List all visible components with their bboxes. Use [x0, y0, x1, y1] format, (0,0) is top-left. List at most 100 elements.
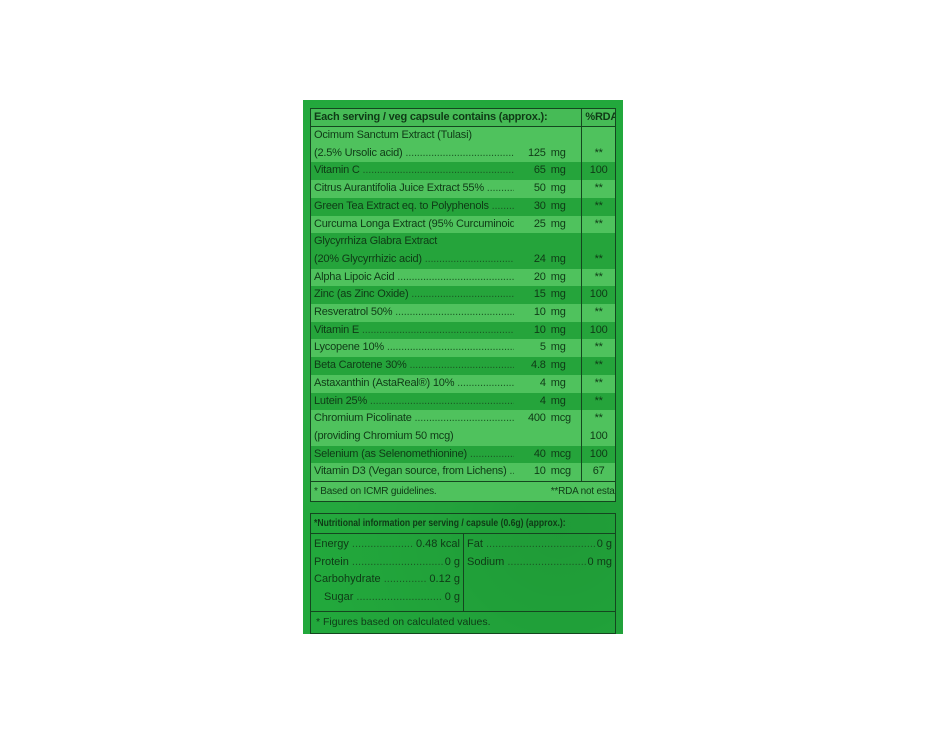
ingredient-amount: 10	[533, 323, 546, 336]
ingredient-rda: 100	[581, 321, 615, 340]
nutrient-name: Fat	[467, 538, 483, 550]
supplement-label: Each serving / veg capsule contains (app…	[303, 100, 623, 634]
ingredient-unit: mg	[550, 182, 566, 195]
ingredient-name: (2.5% Ursolic acid)	[314, 146, 403, 159]
ingredient-row: Citrus Aurantifolia Juice Extract 55% ..…	[311, 180, 615, 198]
ingredient-name: Selenium (as Selenomethionine)	[314, 447, 467, 460]
leader-dots: ....................................	[383, 573, 428, 585]
leader-dots: ........................................…	[359, 323, 514, 336]
leader-dots: ........................................…	[405, 146, 514, 159]
nutrition-header: *Nutritional information per serving / c…	[314, 517, 566, 529]
ingredient-name: Green Tea Extract eq. to Polyphenols	[314, 199, 489, 212]
ingredient-amount: 400	[527, 412, 546, 425]
nutrient-value: 0 mg	[587, 555, 612, 568]
ingredient-unit: mg	[550, 306, 566, 319]
ingredient-amount: 10	[533, 306, 546, 319]
ingredient-rda	[581, 126, 615, 145]
ingredient-unit: mg	[550, 341, 566, 354]
ingredient-row: Resveratrol 50% ........................…	[311, 304, 615, 322]
ingredient-name: Chromium Picolinate	[314, 412, 412, 425]
ingredient-rda: 100	[581, 445, 615, 464]
ingredient-name: (providing Chromium 50 mcg)	[314, 429, 454, 442]
ingredient-name: Lutein 25%	[314, 394, 368, 407]
leader-dots: ....................................	[482, 538, 595, 550]
ingredient-amount: 4.8	[531, 359, 546, 372]
ingredient-unit	[548, 233, 582, 251]
ingredient-unit: mg	[550, 359, 566, 372]
ingredient-row: Vitamin C ..............................…	[311, 162, 615, 181]
leader-dots: ........................................…	[369, 394, 514, 407]
ingredient-row: Astaxanthin (AstaReal®) 10% ............…	[311, 374, 615, 393]
leader-dots: ........................................…	[457, 376, 514, 389]
ingredient-unit: mg	[550, 252, 566, 265]
ingredient-name: Lycopene 10%	[314, 341, 384, 354]
nutrition-row: Protein ................................…	[314, 554, 460, 572]
leader-dots: ....................................	[351, 538, 414, 550]
ingredient-row: Chromium Picolinate ....................…	[311, 410, 615, 428]
composition-footnote-row: * Based on ICMR guidelines. **RDA not est…	[311, 481, 615, 502]
ingredient-unit: mcg	[550, 412, 571, 425]
nutrient-name: Sugar	[324, 590, 354, 603]
ingredient-unit: mcg	[550, 465, 571, 478]
ingredient-unit: mg	[550, 323, 566, 336]
nutrient-value: 0.12 g	[429, 573, 460, 585]
ingredient-rda: **	[581, 268, 615, 287]
ingredient-amount: 24	[533, 252, 546, 265]
nutrient-name: Sodium	[467, 555, 505, 568]
ingredient-row: (2.5% Ursolic acid) ....................…	[311, 144, 615, 163]
nutrient-value: 0 g	[596, 538, 612, 550]
nutrition-row: Sodium .................................…	[467, 554, 612, 572]
ingredient-unit: mg	[550, 270, 566, 283]
ingredient-unit: mg	[550, 394, 566, 407]
ingredient-unit: mg	[550, 199, 566, 212]
ingredient-unit	[548, 428, 582, 446]
ingredient-unit: mg	[550, 376, 566, 389]
nutrition-footnote: * Figures based on calculated values.	[316, 616, 491, 628]
ingredient-unit: mg	[550, 217, 566, 230]
ingredient-row: (20% Glycyrrhizic acid) ................…	[311, 250, 615, 269]
ingredient-row: Zinc (as Zinc Oxide) ...................…	[311, 286, 615, 305]
ingredient-rda: **	[581, 215, 615, 234]
composition-header: Each serving / veg capsule contains (app…	[311, 109, 582, 127]
ingredient-amount: 40	[533, 447, 546, 460]
ingredient-name: Curcuma Longa Extract (95% Curcuminoids)	[314, 217, 514, 230]
ingredient-unit: mcg	[550, 447, 571, 460]
leader-dots: ........................................…	[397, 270, 513, 283]
leader-dots: ........................................…	[424, 252, 514, 265]
ingredient-row: Glycyrrhiza Glabra Extract	[311, 233, 615, 251]
nutrition-row: Carbohydrate ...........................…	[314, 571, 460, 589]
rda-header: %RDA*	[581, 109, 615, 127]
nutrient-name: Carbohydrate	[314, 573, 381, 585]
ingredient-rda: 100	[581, 427, 615, 446]
ingredient-unit	[548, 127, 582, 145]
composition-table: Each serving / veg capsule contains (app…	[311, 109, 615, 502]
ingredient-amount	[514, 127, 548, 145]
ingredient-amount: 50	[533, 182, 546, 195]
leader-dots: ........................................…	[469, 447, 514, 460]
nutrition-box: *Nutritional information per serving / c…	[310, 513, 616, 634]
ingredient-name: Astaxanthin (AstaReal®) 10%	[314, 376, 455, 389]
ingredient-name: Vitamin D3 (Vegan source, from Lichens)	[314, 465, 507, 478]
nutrient-value: 0.48 kcal	[415, 538, 460, 550]
ingredient-row: Ocimum Sanctum Extract (Tulasi)	[311, 126, 615, 145]
ingredient-name: Ocimum Sanctum Extract (Tulasi)	[314, 129, 472, 141]
nutrient-value: 0 g	[444, 555, 460, 568]
ingredient-rda: 100	[581, 162, 615, 181]
ingredient-rda: **	[581, 250, 615, 269]
ingredient-unit: mg	[550, 164, 566, 177]
ingredient-rda: **	[581, 304, 615, 322]
ingredient-name: (20% Glycyrrhizic acid)	[314, 252, 422, 265]
leader-dots: ....................................	[356, 590, 442, 603]
ingredient-unit: mg	[550, 146, 566, 159]
nutrition-header-bar: *Nutritional information per serving / c…	[311, 514, 615, 534]
ingredient-row: Lutein 25% .............................…	[311, 392, 615, 411]
ingredient-row: Curcuma Longa Extract (95% Curcuminoids)…	[311, 215, 615, 234]
leader-dots: ........................................…	[414, 412, 514, 425]
leader-dots: ........................................…	[386, 341, 514, 354]
leader-dots: ........................................…	[411, 288, 514, 301]
ingredient-rda: **	[581, 339, 615, 358]
ingredient-rda: **	[581, 410, 615, 428]
ingredient-row: Lycopene 10% ...........................…	[311, 339, 615, 358]
footnote-icmr: * Based on ICMR guidelines.	[311, 481, 548, 502]
ingredient-amount: 4	[539, 376, 546, 389]
